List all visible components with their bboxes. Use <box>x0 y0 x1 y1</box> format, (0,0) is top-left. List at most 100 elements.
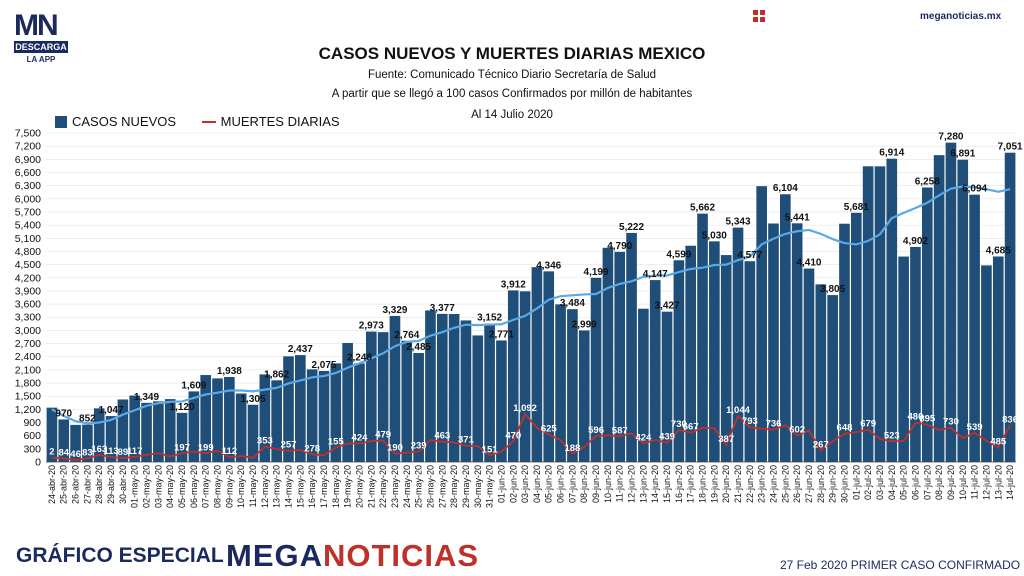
x-tick-label: 07-jun-20 <box>567 465 577 503</box>
deaths-line <box>51 412 1011 461</box>
death-value-label: 46 <box>70 449 81 460</box>
case-bar <box>342 342 353 462</box>
death-value-label: 257 <box>281 440 297 451</box>
x-tick-label: 20-may-20 <box>354 465 364 508</box>
case-bar <box>709 241 720 462</box>
x-tick-label: 16-may-20 <box>307 465 317 508</box>
case-bar <box>815 284 827 462</box>
x-tick-label: 01-jun-20 <box>496 465 506 503</box>
logo-descarga: DESCARGA <box>14 41 68 53</box>
case-bar <box>732 227 744 462</box>
death-value-label: 479 <box>375 430 391 441</box>
death-value-label: 463 <box>434 431 450 442</box>
case-bar <box>626 232 637 462</box>
bar-value-label: 3,484 <box>560 298 585 309</box>
death-value-label: 84 <box>58 447 69 458</box>
bar-value-label: 3,805 <box>820 284 845 295</box>
case-bar <box>1004 152 1016 462</box>
x-tick-label: 03-may-20 <box>153 465 163 508</box>
death-value-label: 730 <box>671 419 687 430</box>
case-bar <box>413 352 424 462</box>
death-value-label: 113 <box>103 446 118 457</box>
case-bar <box>673 260 685 462</box>
death-value-label: 424 <box>352 433 369 444</box>
x-tick-label: 05-jun-20 <box>544 465 554 503</box>
x-tick-label: 24-jun-20 <box>769 465 779 503</box>
x-tick-label: 30-jun-20 <box>839 465 849 503</box>
x-tick-label: 27-may-20 <box>437 465 447 508</box>
bar-value-label: 5,662 <box>690 203 715 214</box>
site-url[interactable]: meganoticias.mx <box>920 11 1002 22</box>
x-tick-label: 31-may-20 <box>485 465 495 508</box>
case-bar <box>129 395 141 462</box>
y-tick-label: 6,300 <box>15 180 41 192</box>
x-tick-label: 02-jul-20 <box>863 465 873 500</box>
case-bar <box>306 369 318 462</box>
bar-value-label: 3,912 <box>501 279 526 290</box>
case-bar <box>791 223 803 462</box>
death-value-label: 836 <box>1002 414 1018 425</box>
case-bar <box>295 355 306 462</box>
death-value-label: 239 <box>411 441 427 452</box>
case-bar <box>82 424 93 462</box>
x-tick-label: 18-jun-20 <box>698 465 708 503</box>
x-tick-label: 12-jul-20 <box>981 465 991 500</box>
y-tick-label: 2,700 <box>15 338 41 350</box>
case-bar <box>318 370 330 462</box>
bar-value-label: 4,346 <box>536 260 561 271</box>
case-bar <box>354 363 365 462</box>
y-tick-label: 0 <box>35 457 41 469</box>
bar-value-label: 5,222 <box>619 222 644 233</box>
bar-value-label: 6,104 <box>773 183 798 194</box>
case-bar <box>921 187 933 462</box>
x-tick-label: 14-jul-20 <box>1005 465 1015 500</box>
death-value-label: 625 <box>541 424 558 435</box>
case-bar <box>235 393 247 462</box>
x-tick-label: 30-may-20 <box>473 465 483 508</box>
meganoticias-logo[interactable]: MN DESCARGA LA APP <box>14 11 68 64</box>
bar-value-label: 4,685 <box>986 245 1011 256</box>
chart-source: Fuente: Comunicado Técnico Diario Secret… <box>367 69 657 81</box>
x-tick-label: 14-may-20 <box>284 465 294 508</box>
x-tick-label: 12-may-20 <box>260 465 270 508</box>
bar-value-label: 7,280 <box>938 132 963 143</box>
x-tick-label: 01-jul-20 <box>851 465 861 500</box>
x-tick-label: 27-jun-20 <box>804 465 814 503</box>
x-tick-label: 10-jul-20 <box>958 465 968 500</box>
footer-special: GRÁFICO ESPECIAL <box>16 544 224 567</box>
x-tick-label: 10-may-20 <box>236 465 246 508</box>
case-bar <box>685 245 697 462</box>
bar-value-label: 6,094 <box>962 184 987 195</box>
case-bar <box>803 268 815 462</box>
x-tick-label: 21-may-20 <box>366 465 376 508</box>
case-bar <box>543 271 555 462</box>
death-value-label: 371 <box>458 435 475 446</box>
bar-value-label: 4,577 <box>737 250 762 261</box>
x-tick-label: 25-abr-20 <box>59 465 69 504</box>
x-tick-label: 23-may-20 <box>390 465 400 508</box>
x-tick-label: 08-jun-20 <box>579 465 589 503</box>
death-value-label: 278 <box>304 443 320 454</box>
bar-value-label: 1,862 <box>264 369 289 380</box>
y-tick-label: 600 <box>23 430 41 442</box>
death-value-label: 1,044 <box>726 405 750 416</box>
logo-app: LA APP <box>26 55 56 64</box>
case-bar <box>365 331 377 462</box>
bar-value-label: 2,999 <box>572 319 597 330</box>
death-value-label: 199 <box>198 442 214 453</box>
x-tick-label: 11-may-20 <box>248 465 258 507</box>
x-tick-label: 02-jun-20 <box>508 465 518 503</box>
bar-value-label: 2,075 <box>311 360 336 371</box>
case-bar <box>472 335 484 462</box>
legend-label-cases: CASOS NUEVOS <box>72 114 177 129</box>
case-bar <box>827 295 838 462</box>
bar-value-label: 4,410 <box>796 258 821 269</box>
y-tick-label: 6,600 <box>15 167 41 179</box>
death-value-label: 523 <box>884 430 900 441</box>
x-tick-label: 06-jun-20 <box>556 465 566 503</box>
case-bar <box>283 356 294 462</box>
case-bar <box>744 261 756 462</box>
footer-brand-a: MEGA <box>226 538 323 573</box>
legend-swatch-deaths <box>201 121 216 123</box>
bar-value-label: 1,609 <box>181 380 206 391</box>
